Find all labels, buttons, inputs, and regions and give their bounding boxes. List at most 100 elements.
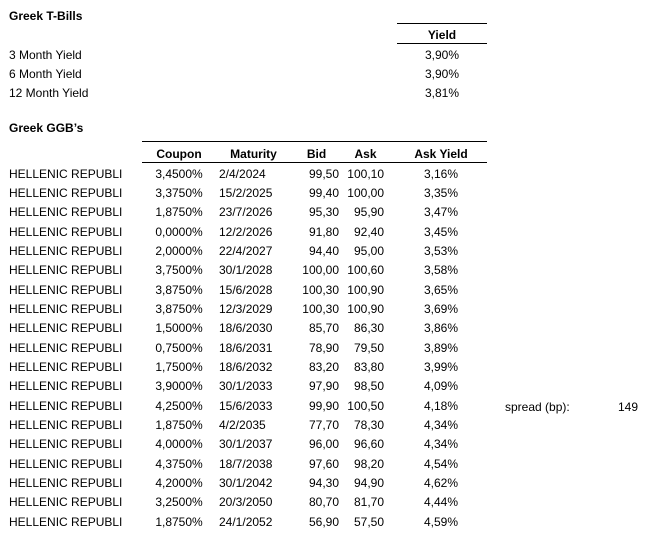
ggb-bond-row: HELLENIC REPUBLI 3,8750% 12/3/2029 100,3… xyxy=(9,298,487,317)
ggb-bond-ask-yield: 4,18% xyxy=(423,398,459,413)
tbills-yield-column-header: Yield xyxy=(397,23,487,44)
ggb-bond-maturity: 18/6/2032 xyxy=(219,360,273,375)
ggb-bond-ask-yield: 3,58% xyxy=(423,263,459,278)
tbills-header-spacer xyxy=(9,24,397,44)
ggb-table: Coupon Maturity Bid Ask Ask Yield HELLEN… xyxy=(9,141,487,530)
ggb-bond-coupon: 1,8750% xyxy=(155,418,203,433)
tbills-table: Yield 3 Month Yield 3,90% 6 Month Yield … xyxy=(9,23,487,101)
ggb-bond-ask: 57,50 xyxy=(353,514,384,529)
ggb-bond-maturity: 4/2/2035 xyxy=(219,418,266,433)
ggb-bond-maturity: 15/6/2028 xyxy=(219,282,273,297)
ggb-bond-bid: 96,00 xyxy=(308,437,339,452)
ggb-bond-ask-yield: 4,34% xyxy=(423,418,459,433)
ggb-bond-bid: 97,90 xyxy=(308,379,339,394)
ggb-bond-row: HELLENIC REPUBLI 3,8750% 15/6/2028 100,3… xyxy=(9,278,487,297)
ggb-bond-row: HELLENIC REPUBLI 4,3750% 18/7/2038 97,60… xyxy=(9,452,487,471)
ggb-bond-maturity: 18/6/2030 xyxy=(219,321,273,336)
ggb-bond-ask: 100,90 xyxy=(347,282,384,297)
tbills-row-value: 3,90% xyxy=(424,47,460,62)
ggb-bond-row: HELLENIC REPUBLI 3,7500% 30/1/2028 100,0… xyxy=(9,259,487,278)
ggb-bond-name: HELLENIC REPUBLI xyxy=(9,379,123,394)
ggb-header-row: Coupon Maturity Bid Ask Ask Yield xyxy=(9,141,487,163)
tbills-row: 6 Month Yield 3,90% xyxy=(9,63,487,82)
ggb-bond-bid: 95,30 xyxy=(308,205,339,220)
ggb-column-header-bid: Bid xyxy=(291,141,342,163)
ggb-bond-ask-yield: 4,54% xyxy=(423,456,459,471)
ggb-bond-ask: 96,60 xyxy=(353,437,384,452)
ggb-bond-bid: 100,30 xyxy=(302,282,339,297)
ggb-bond-name: HELLENIC REPUBLI xyxy=(9,398,123,413)
ggb-bond-ask: 100,60 xyxy=(347,263,384,278)
ggb-bond-coupon: 4,3750% xyxy=(155,456,203,471)
ggb-bond-ask-yield: 4,44% xyxy=(423,495,459,510)
ggb-bond-ask: 95,90 xyxy=(353,205,384,220)
tbills-row-label: 6 Month Yield xyxy=(9,67,82,82)
ggb-bond-name: HELLENIC REPUBLI xyxy=(9,456,123,471)
ggb-bond-bid: 77,70 xyxy=(308,418,339,433)
ggb-bond-maturity: 23/7/2026 xyxy=(219,205,273,220)
ggb-bond-ask-yield: 3,99% xyxy=(423,360,459,375)
ggb-bond-coupon: 2,0000% xyxy=(155,244,203,259)
ggb-bond-bid: 83,20 xyxy=(308,360,339,375)
ggb-bond-maturity: 18/7/2038 xyxy=(219,456,273,471)
ggb-bond-ask: 100,10 xyxy=(347,166,384,181)
ggb-bond-name: HELLENIC REPUBLI xyxy=(9,340,123,355)
ggb-bond-row: HELLENIC REPUBLI 0,0000% 12/2/2026 91,80… xyxy=(9,220,487,239)
ggb-bond-name: HELLENIC REPUBLI xyxy=(9,282,123,297)
ggb-bond-maturity: 12/3/2029 xyxy=(219,302,273,317)
tbills-row: 12 Month Yield 3,81% xyxy=(9,82,487,101)
ggb-bond-ask: 100,90 xyxy=(347,302,384,317)
ggb-bond-bid: 56,90 xyxy=(308,514,339,529)
ggb-bond-ask: 100,50 xyxy=(347,398,384,413)
ggb-bond-coupon: 0,7500% xyxy=(155,340,203,355)
ggb-bond-maturity: 15/6/2033 xyxy=(219,398,273,413)
ggb-bond-ask-yield: 4,09% xyxy=(423,379,459,394)
ggb-bond-name: HELLENIC REPUBLI xyxy=(9,476,123,491)
ggb-bond-bid: 99,50 xyxy=(308,166,339,181)
ggb-bond-row: HELLENIC REPUBLI 4,0000% 30/1/2037 96,00… xyxy=(9,433,487,452)
tbills-header-row: Yield xyxy=(9,23,487,44)
ggb-bond-maturity: 12/2/2026 xyxy=(219,224,273,239)
ggb-bond-bid: 91,80 xyxy=(308,224,339,239)
ggb-bond-ask-yield: 3,45% xyxy=(423,224,459,239)
tbills-section-title: Greek T-Bills xyxy=(9,9,83,23)
ggb-bond-bid: 80,70 xyxy=(308,495,339,510)
ggb-bond-coupon: 3,3750% xyxy=(155,186,203,201)
ggb-bond-ask-yield: 3,86% xyxy=(423,321,459,336)
ggb-bond-ask-yield: 3,69% xyxy=(423,302,459,317)
ggb-bond-bid: 100,00 xyxy=(302,263,339,278)
ggb-bond-row: HELLENIC REPUBLI 1,8750% 23/7/2026 95,30… xyxy=(9,201,487,220)
ggb-bond-name: HELLENIC REPUBLI xyxy=(9,321,123,336)
ggb-bond-ask-yield: 3,53% xyxy=(423,244,459,259)
ggb-bond-row: HELLENIC REPUBLI 1,5000% 18/6/2030 85,70… xyxy=(9,317,487,336)
ggb-bond-coupon: 4,0000% xyxy=(155,437,203,452)
spread-value: 149 xyxy=(617,400,638,415)
ggb-bond-bid: 97,60 xyxy=(308,456,339,471)
ggb-bond-coupon: 4,2500% xyxy=(155,398,203,413)
ggb-bond-ask-yield: 3,47% xyxy=(423,205,459,220)
ggb-bond-maturity: 30/1/2037 xyxy=(219,437,273,452)
ggb-bond-bid: 100,30 xyxy=(302,302,339,317)
ggb-bond-maturity: 2/4/2024 xyxy=(219,166,266,181)
ggb-bond-ask-yield: 3,65% xyxy=(423,282,459,297)
ggb-bond-coupon: 4,2000% xyxy=(155,476,203,491)
tbills-row-label: 12 Month Yield xyxy=(9,86,89,101)
ggb-bond-ask: 92,40 xyxy=(353,224,384,239)
ggb-bond-maturity: 30/1/2033 xyxy=(219,379,273,394)
ggb-bond-coupon: 1,7500% xyxy=(155,360,203,375)
ggb-bond-row: HELLENIC REPUBLI 2,0000% 22/4/2027 94,40… xyxy=(9,240,487,259)
ggb-section-title: Greek GGB’s xyxy=(9,121,84,135)
ggb-bond-name: HELLENIC REPUBLI xyxy=(9,244,123,259)
ggb-bond-coupon: 3,4500% xyxy=(155,166,203,181)
ggb-bond-bid: 99,90 xyxy=(308,398,339,413)
ggb-bond-row: HELLENIC REPUBLI 3,4500% 2/4/2024 99,50 … xyxy=(9,163,487,182)
ggb-bond-ask: 83,80 xyxy=(353,360,384,375)
ggb-bond-row: HELLENIC REPUBLI 1,8750% 24/1/2052 56,90… xyxy=(9,510,487,529)
ggb-bond-bid: 94,30 xyxy=(308,476,339,491)
ggb-bond-name: HELLENIC REPUBLI xyxy=(9,302,123,317)
ggb-bond-coupon: 3,7500% xyxy=(155,263,203,278)
ggb-bond-name: HELLENIC REPUBLI xyxy=(9,495,123,510)
ggb-bond-row: HELLENIC REPUBLI 0,7500% 18/6/2031 78,90… xyxy=(9,336,487,355)
ggb-bond-ask-yield: 4,59% xyxy=(423,514,459,529)
ggb-bond-coupon: 1,8750% xyxy=(155,205,203,220)
